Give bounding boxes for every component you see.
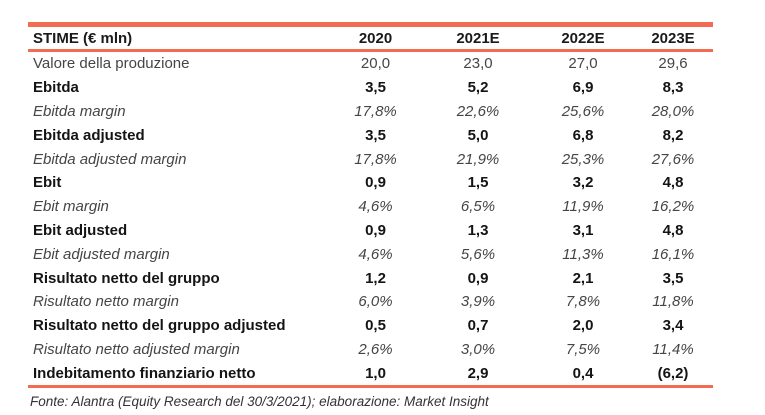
cell-value: 0,5 (365, 317, 386, 335)
cell-value: 17,8% (354, 150, 397, 168)
col-header-2021e: 2021E (423, 24, 533, 52)
row-label: Ebit adjusted (33, 221, 128, 239)
cell-value: 3,5 (662, 269, 684, 287)
row-label: Ebitda (33, 79, 79, 97)
cell-value: 4,8 (662, 174, 684, 192)
cell-value: 6,0% (358, 293, 393, 311)
cell-value: 11,9% (562, 198, 604, 216)
cell-value: 4,8 (662, 221, 684, 239)
table-row: Ebit 0,9 1,5 3,2 4,8 (28, 171, 713, 195)
table-row: Ebitda 3,5 5,2 6,9 8,3 (28, 76, 713, 100)
cell-value: 0,4 (533, 361, 633, 389)
col-header-2023e: 2023E (633, 24, 713, 52)
cell-value: 3,1 (572, 221, 594, 239)
cell-value: 0,9 (467, 269, 489, 287)
table-row: Ebit adjusted margin 4,6% 5,6% 11,3% 16,1% (28, 242, 713, 266)
cell-value: 27,0 (568, 55, 598, 73)
row-label: Ebit (33, 174, 62, 192)
table-row: Ebit margin 4,6% 6,5% 11,9% 16,2% (28, 195, 713, 219)
cell-value: 3,4 (662, 317, 684, 335)
cell-value: 25,6% (561, 102, 605, 120)
cell-value: 11,3% (562, 245, 604, 263)
cell-value: 16,1% (651, 245, 695, 263)
cell-value: 3,0% (460, 340, 496, 358)
col-header-2020: 2020 (328, 24, 423, 52)
cell-value: 3,5 (365, 79, 386, 97)
cell-value: 1,2 (365, 269, 386, 287)
source-note: Fonte: Alantra (Equity Research del 30/3… (30, 394, 489, 409)
cell-value: 22,6% (456, 102, 500, 120)
cell-value: 4,6% (358, 245, 393, 263)
cell-value: 8,2 (662, 126, 684, 144)
row-label: Ebitda margin (33, 102, 126, 120)
table-header: STIME (€ mln) 2020 2021E 2022E 2023E (28, 24, 713, 52)
cell-value: 29,6 (658, 55, 688, 73)
cell-value: 2,0 (572, 317, 594, 335)
table-title: STIME (€ mln) (28, 24, 328, 52)
table-row: Ebitda adjusted 3,5 5,0 6,8 8,2 (28, 123, 713, 147)
cell-value: 4,6% (358, 198, 393, 216)
table-row: Risultato netto adjusted margin 2,6% 3,0% 7… (28, 338, 713, 362)
cell-value: 6,9 (572, 79, 594, 97)
cell-value: 21,9% (456, 150, 500, 168)
cell-value: 11,4% (652, 340, 694, 358)
cell-value: 5,6% (460, 245, 496, 263)
cell-value: 1,5 (467, 174, 489, 192)
table-row: Risultato netto del gruppo adjusted 0,5 0,… (28, 314, 713, 338)
cell-value: 20,0 (360, 55, 391, 73)
cell-value: 1,3 (467, 221, 489, 239)
row-label: Ebit margin (33, 198, 109, 216)
cell-value: 11,8% (652, 293, 694, 311)
cell-value: 1,0 (328, 361, 423, 389)
row-label: Risultato netto del gruppo adjusted (33, 317, 286, 335)
cell-value: 5,0 (467, 126, 489, 144)
row-label: Ebitda adjusted margin (33, 150, 187, 168)
cell-value: 0,9 (365, 174, 386, 192)
cell-value: 0,9 (365, 221, 386, 239)
cell-value: 16,2% (651, 198, 695, 216)
table-row: Risultato netto del gruppo 1,2 0,9 2,1 3,5 (28, 266, 713, 290)
row-label: Indebitamento finanziario netto (28, 361, 328, 389)
cell-value: 28,0% (651, 102, 695, 120)
cell-value: (6,2) (633, 361, 713, 389)
col-header-2022e: 2022E (533, 24, 633, 52)
cell-value: 17,8% (354, 102, 397, 120)
cell-value: 6,8 (572, 126, 594, 144)
table-body: Valore della produzione 20,0 23,0 27,0 29,6 E… (28, 51, 713, 389)
cell-value: 27,6% (651, 150, 695, 168)
row-label: Risultato netto margin (33, 293, 179, 311)
table-row: Valore della produzione 20,0 23,0 27,0 29,6 (28, 51, 713, 76)
table-row: Ebitda margin 17,8% 22,6% 25,6% 28,0% (28, 100, 713, 124)
cell-value: 7,5% (565, 340, 601, 358)
cell-value: 2,6% (358, 340, 393, 358)
cell-value: 5,2 (467, 79, 489, 97)
row-label: Ebit adjusted margin (33, 245, 170, 263)
cell-value: 3,5 (365, 126, 386, 144)
row-label: Risultato netto del gruppo (33, 269, 220, 287)
cell-value: 25,3% (561, 150, 605, 168)
row-label: Risultato netto adjusted margin (33, 340, 240, 358)
cell-value: 3,9% (460, 293, 496, 311)
cell-value: 23,0 (463, 55, 493, 73)
cell-value: 3,2 (572, 174, 594, 192)
cell-value: 2,1 (572, 269, 594, 287)
row-label: Valore della produzione (33, 55, 190, 73)
row-label: Ebitda adjusted (33, 126, 145, 144)
table-row: Ebit adjusted 0,9 1,3 3,1 4,8 (28, 219, 713, 243)
table-row: Indebitamento finanziario netto 1,0 2,9 0,4… (28, 361, 713, 389)
cell-value: 7,8% (565, 293, 601, 311)
table-row: Ebitda adjusted margin 17,8% 21,9% 25,3% 27,… (28, 147, 713, 171)
estimates-table: STIME (€ mln) 2020 2021E 2022E 2023E Val… (28, 22, 713, 389)
cell-value: 2,9 (423, 361, 533, 389)
cell-value: 6,5% (460, 198, 496, 216)
table-row: Risultato netto margin 6,0% 3,9% 7,8% 11,8% (28, 290, 713, 314)
cell-value: 0,7 (467, 317, 489, 335)
cell-value: 8,3 (662, 79, 684, 97)
header-row: STIME (€ mln) 2020 2021E 2022E 2023E (28, 24, 713, 52)
